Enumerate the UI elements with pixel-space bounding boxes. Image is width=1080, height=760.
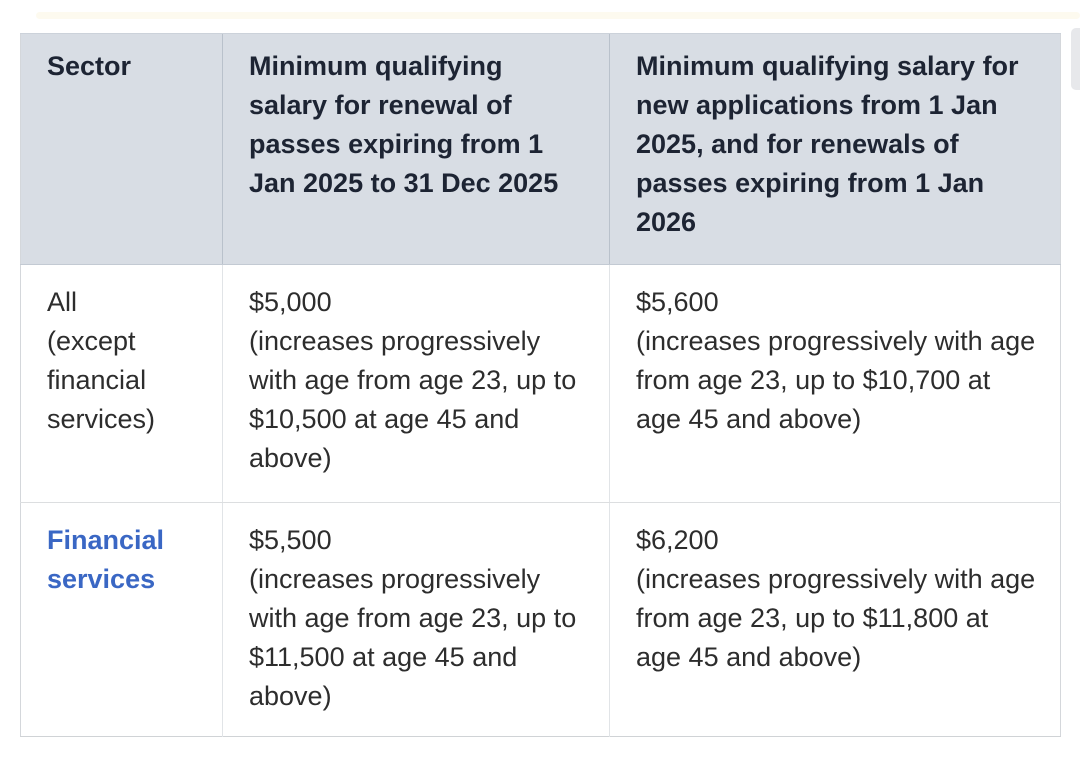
cell-sector-financial: Financial services — [21, 503, 223, 737]
financial-services-link[interactable]: Financial services — [47, 525, 165, 594]
header-row: Sector Minimum qualifying salary for ren… — [20, 33, 1061, 265]
column-header-sector: Sector — [20, 33, 223, 265]
cell-renewal-salary-financial: $5,500 (increases progressively with age… — [222, 502, 610, 737]
scrollbar-thumb[interactable] — [1071, 28, 1080, 90]
cell-sector-all: All (except financial services) — [20, 264, 223, 503]
table-row-financial-services: Financial services $5,500 (increases pro… — [21, 502, 1061, 737]
salary-table: Sector Minimum qualifying salary for ren… — [20, 33, 1061, 737]
highlight-artifact — [36, 12, 1080, 19]
column-header-renewal-2025: Minimum qualifying salary for renewal of… — [222, 33, 610, 265]
cell-new-application-salary-all: $5,600 (increases progressively with age… — [609, 264, 1061, 503]
table-row-all-sectors: All (except financial services) $5,000 (… — [20, 264, 1061, 503]
cell-new-application-salary-financial: $6,200 (increases progressively with age… — [609, 502, 1061, 737]
cell-renewal-salary-all: $5,000 (increases progressively with age… — [222, 264, 610, 503]
column-header-new-applications: Minimum qualifying salary for new applic… — [609, 33, 1061, 265]
